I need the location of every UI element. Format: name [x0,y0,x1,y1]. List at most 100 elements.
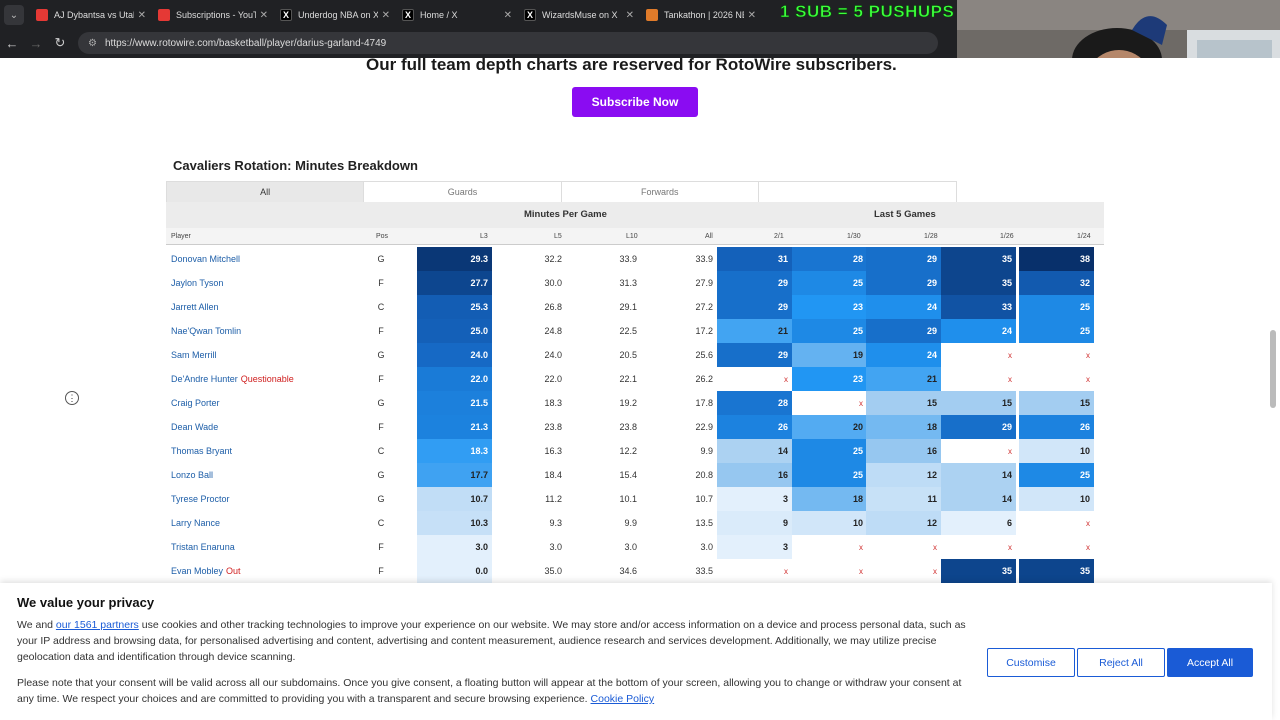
consent-paragraph-2: Please note that your consent will be va… [17,675,977,707]
col-game-3[interactable]: 1/28 [924,233,938,240]
close-tab-icon[interactable]: ✕ [259,9,268,21]
tab-title: Underdog NBA on X [298,10,378,20]
minutes-l10-cell: 23.8 [619,422,637,432]
player-link[interactable]: Donovan Mitchell [171,254,241,264]
tab-search-icon[interactable]: ⌄ [4,5,24,25]
game-minutes-cell: 9 [717,511,792,535]
position-cell: F [378,278,384,288]
col-pos[interactable]: Pos [376,233,389,240]
player-link[interactable]: Tristan Enaruna [171,542,235,552]
minutes-l3-cell: 10.7 [417,487,492,511]
close-tab-icon[interactable]: ✕ [137,9,146,21]
reject-all-button[interactable]: Reject All [1077,648,1165,677]
player-link[interactable]: Thomas Bryant [171,446,233,456]
position-cell: G [377,470,385,480]
game-minutes-cell: 35 [1019,559,1094,583]
accept-all-button[interactable]: Accept All [1167,648,1253,677]
tab-all[interactable]: All [167,182,365,202]
minutes-l5-cell: 32.2 [544,254,562,264]
browser-tab[interactable]: X Home / X ✕ [396,2,518,28]
browser-tab[interactable]: Subscriptions - YouTube✕ [152,2,274,28]
col-l5[interactable]: L5 [554,233,562,240]
close-tab-icon[interactable]: ✕ [747,9,756,21]
reload-icon[interactable]: ↻ [54,35,66,50]
rotation-table-body: Donovan Mitchell G 29.3 32.2 33.9 33.9 31 28 29 3… [166,247,1104,583]
player-link[interactable]: Craig Porter [171,398,220,408]
x-icon: X [280,9,292,21]
stream-overlay-text: 1 SUB = 5 PUSHUPS [780,2,955,22]
browser-tab[interactable]: AJ Dybantsa vs Utah ✕ [30,2,152,28]
game-minutes-cell: 12 [866,463,941,487]
col-game-4[interactable]: 1/26 [1000,233,1014,240]
col-player[interactable]: Player [171,233,191,240]
minutes-l5-cell: 26.8 [544,302,562,312]
game-minutes-cell: x [859,542,863,552]
col-l3[interactable]: L3 [480,233,488,240]
game-minutes-cell: 29 [866,247,941,271]
tab-strip: ⌄ AJ Dybantsa vs Utah ✕ Subscriptions - Yo… [0,0,957,30]
player-link[interactable]: De'Andre Hunter [171,374,238,384]
position-cell: C [377,302,385,312]
subscribe-button[interactable]: Subscribe Now [572,87,698,117]
player-link[interactable]: Lonzo Ball [171,470,214,480]
column-header-row: Player Pos L3 L5 L10 All 2/1 1/30 1/28 1… [166,228,1104,245]
player-link[interactable]: Nae'Qwan Tomlin [171,326,242,336]
page-scrollbar[interactable] [1270,330,1276,408]
minutes-all-cell: 26.2 [695,374,713,384]
tab-forwards[interactable]: Forwards [561,182,759,202]
col-game-5[interactable]: 1/24 [1077,233,1091,240]
player-link[interactable]: Jarrett Allen [171,302,219,312]
player-link[interactable]: Tyrese Proctor [171,494,230,504]
browser-tab[interactable]: X Underdog NBA on X ✕ [274,2,396,28]
player-cell: Donovan Mitchell [171,247,371,271]
minutes-l10-cell: 33.9 [619,254,637,264]
game-minutes-cell: 23 [792,367,867,391]
minutes-l10-cell: 29.1 [619,302,637,312]
minutes-all-cell: 33.5 [695,566,713,576]
browser-tab[interactable]: Tankathon | 2026 NBA✕ [640,2,762,28]
cookie-policy-link[interactable]: Cookie Policy [590,693,655,705]
game-minutes-cell: 28 [792,247,867,271]
minutes-l3-cell: 25.0 [417,319,492,343]
close-tab-icon[interactable]: ✕ [503,9,512,21]
x-icon: X [524,9,536,21]
col-game-1[interactable]: 2/1 [774,233,784,240]
player-link[interactable]: Dean Wade [171,422,219,432]
game-minutes-cell: 31 [717,247,792,271]
close-tab-icon[interactable]: ✕ [381,9,390,21]
browser-tab[interactable]: X WizardsMuse on X ✕ [518,2,640,28]
tab-centers[interactable] [758,182,957,202]
consent-text: We and [17,619,56,631]
col-l10[interactable]: L10 [626,233,638,240]
injury-status-badge: Out [226,566,241,576]
autoscroll-icon[interactable]: ⋮ [65,391,79,405]
tankathon-icon [646,9,658,21]
minutes-l10-cell: 22.5 [619,326,637,336]
player-link[interactable]: Sam Merrill [171,350,217,360]
player-link[interactable]: Evan Mobley [171,566,224,576]
position-cell: G [377,350,385,360]
minutes-per-game-header: Minutes Per Game [524,209,607,220]
table-row: Evan Mobley Out F 0.0 35.0 34.6 33.5 x x x 35 35 [166,559,1104,583]
col-game-2[interactable]: 1/30 [847,233,861,240]
site-settings-icon[interactable]: ⚙ [88,37,97,49]
position-cell: G [377,494,385,504]
col-all[interactable]: All [705,233,713,240]
forward-icon[interactable]: → [29,35,43,51]
game-minutes-cell: 25 [1019,463,1094,487]
player-link[interactable]: Larry Nance [171,518,221,528]
customise-button[interactable]: Customise [987,648,1075,677]
close-tab-icon[interactable]: ✕ [625,9,634,21]
back-icon[interactable]: ← [5,35,19,51]
minutes-l5-cell: 18.3 [544,398,562,408]
minutes-l5-cell: 3.0 [549,542,562,552]
tab-guards[interactable]: Guards [364,182,562,202]
game-minutes-cell: 16 [717,463,792,487]
minutes-all-cell: 3.0 [700,542,713,552]
player-link[interactable]: Jaylon Tyson [171,278,224,288]
game-minutes-cell: x [1086,518,1090,528]
game-minutes-cell: x [1086,350,1090,360]
url-input[interactable]: ⚙ https://www.rotowire.com/basketball/pl… [78,32,938,54]
game-minutes-cell: 35 [941,559,1016,583]
partners-link[interactable]: our 1561 partners [55,619,139,631]
